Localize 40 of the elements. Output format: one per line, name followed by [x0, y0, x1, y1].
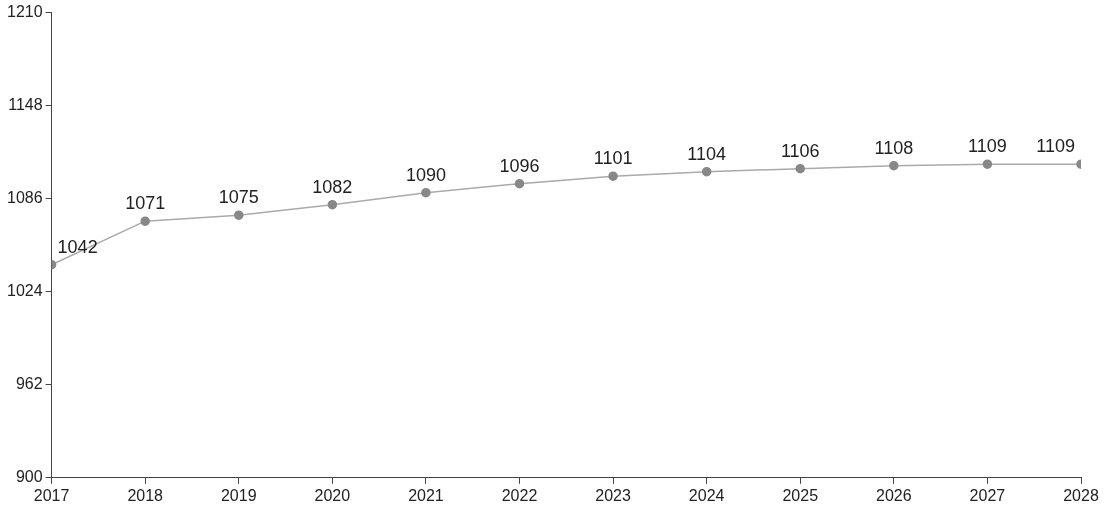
y-tick-label: 1086	[7, 189, 43, 207]
data-label: 1108	[874, 137, 914, 158]
data-label: 1090	[405, 164, 446, 185]
x-tick-label: 2021	[408, 486, 444, 504]
point	[701, 166, 712, 177]
x-tick-label: 2023	[595, 486, 631, 504]
point	[140, 216, 150, 226]
x-tick-label: 2028	[1063, 486, 1099, 504]
x-tick-label: 2027	[969, 486, 1006, 504]
data-label: 1096	[499, 155, 540, 176]
data-label: 1082	[312, 176, 353, 197]
data-label: 1042	[57, 236, 98, 257]
data-label: 1109	[968, 136, 1007, 157]
y-tick-label: 962	[15, 375, 43, 393]
data-label: 1075	[218, 187, 259, 208]
point	[608, 171, 618, 181]
point	[421, 187, 431, 198]
y-tick-label: 1024	[7, 282, 43, 300]
point	[889, 160, 899, 171]
x-tick-label: 2025	[782, 486, 819, 504]
point	[514, 178, 525, 189]
point	[234, 210, 244, 220]
y-tick-label: 900	[15, 468, 43, 486]
point	[795, 163, 805, 174]
data-label: 1106	[780, 140, 820, 161]
y-tick-label: 1148	[8, 96, 43, 114]
data-label: 1071	[125, 193, 166, 214]
point	[327, 199, 338, 210]
x-tick-label: 2017	[33, 486, 70, 504]
x-tick-label: 2022	[501, 486, 538, 504]
x-tick-label: 2020	[314, 486, 351, 504]
data-label: 1109	[1036, 136, 1076, 157]
x-tick-label: 2019	[220, 486, 257, 504]
point	[982, 159, 993, 169]
y-tick-label: 1210	[7, 3, 43, 21]
x-tick-label: 2024	[688, 486, 725, 504]
data-label: 1104	[687, 143, 727, 164]
x-tick-label: 2026	[876, 486, 912, 504]
data-label: 1101	[593, 148, 633, 169]
x-tick-label: 2018	[127, 486, 164, 504]
